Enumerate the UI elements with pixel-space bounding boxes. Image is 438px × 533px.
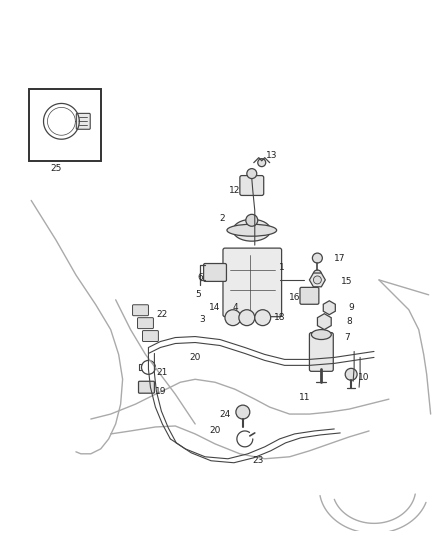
Ellipse shape xyxy=(311,329,331,340)
Text: 12: 12 xyxy=(229,186,240,195)
Polygon shape xyxy=(309,273,325,287)
Polygon shape xyxy=(323,301,336,314)
Polygon shape xyxy=(318,314,331,329)
Text: 20: 20 xyxy=(190,353,201,362)
Text: 9: 9 xyxy=(348,303,354,312)
Circle shape xyxy=(345,368,357,380)
FancyBboxPatch shape xyxy=(300,287,319,304)
Text: 25: 25 xyxy=(50,164,62,173)
Text: 10: 10 xyxy=(358,373,370,382)
Text: 14: 14 xyxy=(209,303,221,312)
Text: 2: 2 xyxy=(219,214,225,223)
Text: 6: 6 xyxy=(197,273,203,282)
Text: 8: 8 xyxy=(346,317,352,326)
FancyBboxPatch shape xyxy=(240,175,264,196)
Text: 17: 17 xyxy=(333,254,345,263)
Text: 22: 22 xyxy=(157,310,168,319)
Circle shape xyxy=(258,159,266,167)
Ellipse shape xyxy=(233,219,271,241)
Text: 4: 4 xyxy=(232,303,238,312)
Circle shape xyxy=(314,276,321,284)
FancyBboxPatch shape xyxy=(309,333,333,372)
FancyBboxPatch shape xyxy=(223,248,282,317)
Circle shape xyxy=(312,253,322,263)
Text: 21: 21 xyxy=(157,368,168,377)
Circle shape xyxy=(246,214,258,226)
Text: 1: 1 xyxy=(279,263,284,272)
Text: 11: 11 xyxy=(299,393,310,402)
FancyBboxPatch shape xyxy=(138,381,155,393)
Text: 18: 18 xyxy=(274,313,286,322)
Text: 19: 19 xyxy=(155,387,166,395)
Text: 24: 24 xyxy=(219,409,230,418)
Text: 16: 16 xyxy=(289,293,300,302)
Circle shape xyxy=(239,310,255,326)
FancyBboxPatch shape xyxy=(76,114,90,130)
Bar xyxy=(29,89,101,160)
Ellipse shape xyxy=(227,224,277,236)
Circle shape xyxy=(236,405,250,419)
Text: 3: 3 xyxy=(199,315,205,324)
FancyBboxPatch shape xyxy=(204,263,226,281)
Text: 23: 23 xyxy=(252,456,263,465)
Text: 5: 5 xyxy=(195,290,201,300)
Text: 15: 15 xyxy=(342,277,353,286)
Text: 13: 13 xyxy=(266,151,277,160)
Circle shape xyxy=(255,310,271,326)
Text: 20: 20 xyxy=(209,426,221,435)
Circle shape xyxy=(314,270,321,278)
FancyBboxPatch shape xyxy=(138,318,153,329)
Text: 7: 7 xyxy=(344,333,350,342)
FancyBboxPatch shape xyxy=(142,330,159,342)
FancyBboxPatch shape xyxy=(133,305,148,316)
Circle shape xyxy=(247,168,257,179)
Circle shape xyxy=(225,310,241,326)
